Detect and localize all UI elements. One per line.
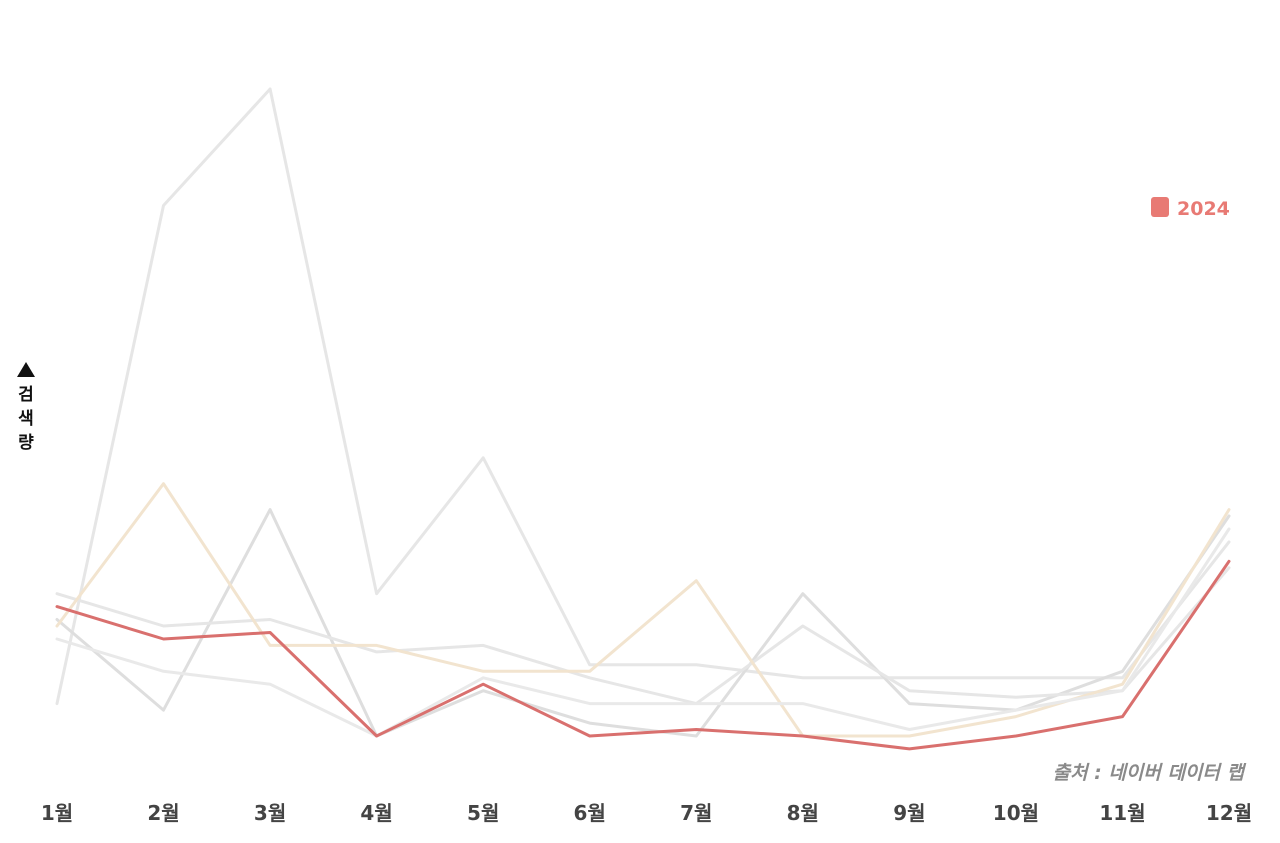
y-axis-arrow-icon — [17, 362, 35, 377]
series-line-5 — [55, 527, 1231, 738]
series-line-2024 — [55, 559, 1231, 751]
y-axis-label-char: 량 — [18, 433, 34, 453]
series-line-1 — [55, 87, 1231, 706]
y-axis-label-char: 검 — [18, 385, 34, 405]
y-axis-label-char: 색 — [18, 409, 34, 429]
x-axis-ticks: 1월 2월 3월 4월 5월 6월 7월 8월 9월 10월 11월 12월 — [41, 801, 1252, 825]
x-tick-label: 4월 — [360, 801, 392, 825]
x-tick-label: 12월 — [1206, 801, 1252, 825]
x-tick-label: 2월 — [147, 801, 179, 825]
x-tick-label: 8월 — [787, 801, 819, 825]
x-tick-label: 7월 — [680, 801, 712, 825]
x-tick-label: 10월 — [993, 801, 1039, 825]
legend-label: 2024 — [1177, 198, 1230, 220]
x-tick-label: 11월 — [1099, 801, 1145, 825]
series-layer — [55, 87, 1231, 751]
x-tick-label: 9월 — [893, 801, 925, 825]
x-tick-label: 6월 — [574, 801, 606, 825]
x-tick-label: 1월 — [41, 801, 73, 825]
legend-swatch — [1151, 197, 1169, 217]
legend: 2024 — [1151, 197, 1230, 220]
series-line-4 — [55, 482, 1231, 738]
series-line-2 — [55, 508, 1231, 738]
x-tick-label: 3월 — [254, 801, 286, 825]
source-label: 출처 : 네이버 데이터 랩 — [1053, 762, 1247, 784]
x-tick-label: 5월 — [467, 801, 499, 825]
